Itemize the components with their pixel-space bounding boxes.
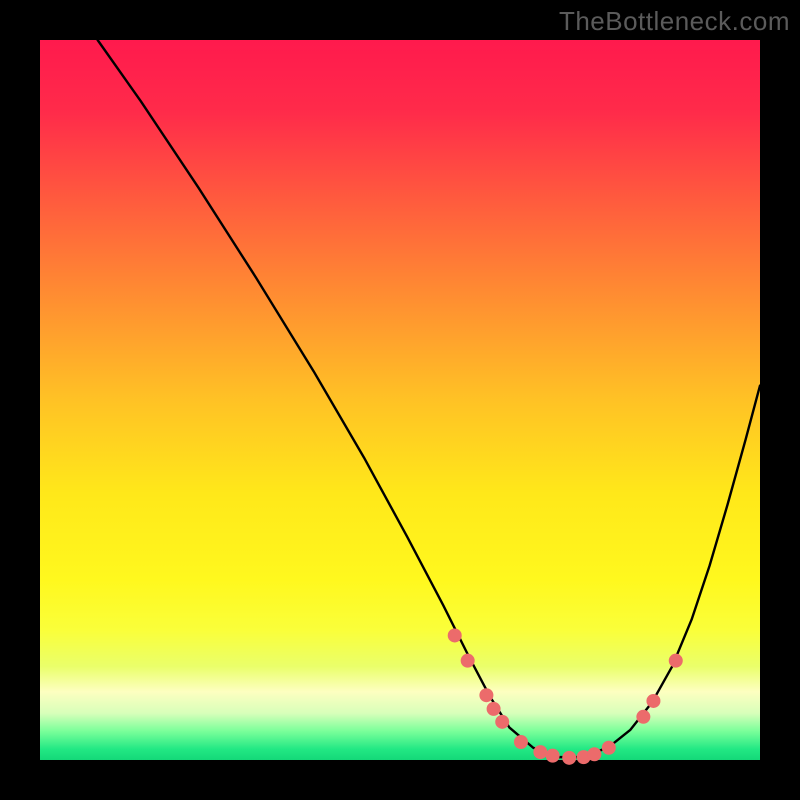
plot-background (40, 40, 760, 760)
marker-point (448, 628, 462, 642)
marker-point (669, 654, 683, 668)
marker-point (479, 688, 493, 702)
marker-point (546, 749, 560, 763)
marker-point (587, 747, 601, 761)
marker-point (495, 715, 509, 729)
chart-stage: TheBottleneck.com (0, 0, 800, 800)
marker-point (533, 745, 547, 759)
marker-point (636, 710, 650, 724)
marker-point (461, 654, 475, 668)
marker-point (514, 735, 528, 749)
marker-point (646, 694, 660, 708)
chart-svg (0, 0, 800, 800)
watermark-text: TheBottleneck.com (559, 6, 790, 37)
marker-point (562, 751, 576, 765)
marker-point (487, 702, 501, 716)
marker-point (602, 741, 616, 755)
